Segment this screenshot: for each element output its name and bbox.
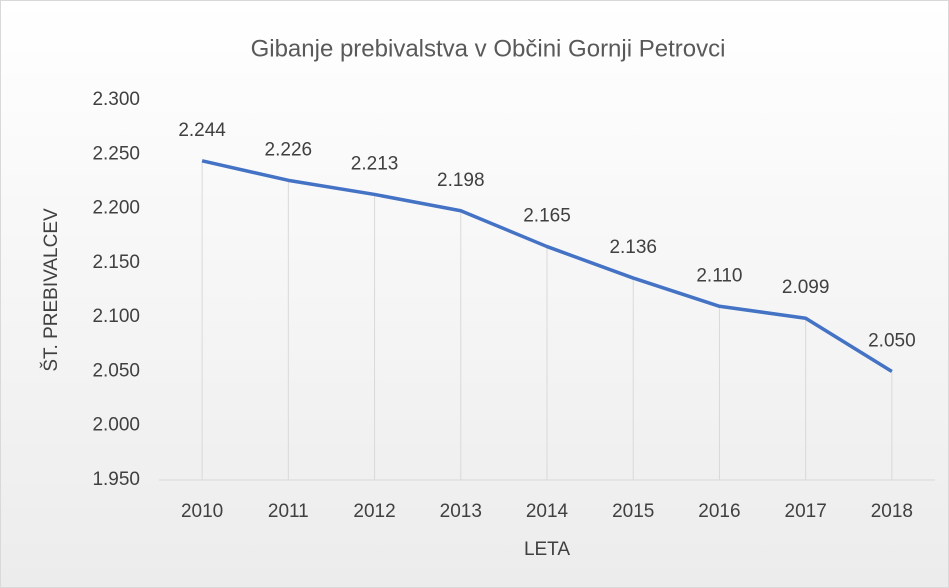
y-tick-label: 2.000 [92, 415, 140, 436]
data-label: 2.244 [178, 120, 226, 141]
data-label: 2.165 [523, 206, 571, 227]
x-axis-title: LETA [524, 539, 570, 560]
x-tick-label: 2015 [612, 501, 654, 522]
x-tick-label: 2012 [353, 501, 395, 522]
data-label: 2.198 [437, 170, 485, 191]
data-label: 2.213 [351, 153, 399, 174]
y-axis-title: ŠT. PREBIVALCEV [40, 208, 62, 372]
x-tick-label: 2010 [181, 501, 223, 522]
x-tick-label: 2016 [698, 501, 740, 522]
data-line [201, 159, 893, 373]
x-tick-label: 2014 [526, 501, 569, 522]
x-tick-label: 2018 [871, 501, 913, 522]
data-label: 2.099 [782, 277, 830, 298]
data-label: 2.226 [265, 139, 313, 160]
y-tick-label: 2.050 [92, 360, 140, 381]
x-tick-label: 2013 [440, 501, 482, 522]
data-label: 2.050 [868, 330, 916, 351]
data-label: 2.110 [696, 265, 742, 286]
data-label: 2.136 [609, 237, 657, 258]
x-tick-label: 2011 [268, 501, 309, 522]
y-tick-label: 2.150 [92, 252, 140, 273]
y-tick-label: 2.200 [92, 198, 140, 219]
y-tick-label: 2.100 [92, 306, 140, 327]
y-tick-label: 1.950 [92, 469, 140, 490]
y-tick-label: 2.300 [92, 89, 140, 110]
chart-title: Gibanje prebivalstva v Občini Gornji Pet… [251, 35, 726, 62]
x-tick-label: 2017 [785, 501, 827, 522]
y-tick-label: 2.250 [92, 143, 140, 164]
